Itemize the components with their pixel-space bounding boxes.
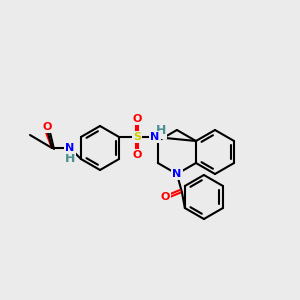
Text: N: N	[172, 169, 182, 179]
Text: H: H	[156, 124, 166, 137]
Text: O: O	[42, 122, 52, 132]
Text: O: O	[132, 114, 142, 124]
Text: N: N	[150, 132, 160, 142]
Text: S: S	[133, 132, 141, 142]
Text: H: H	[65, 152, 75, 164]
Text: O: O	[132, 150, 142, 160]
Text: O: O	[160, 192, 170, 202]
Text: N: N	[65, 143, 75, 153]
